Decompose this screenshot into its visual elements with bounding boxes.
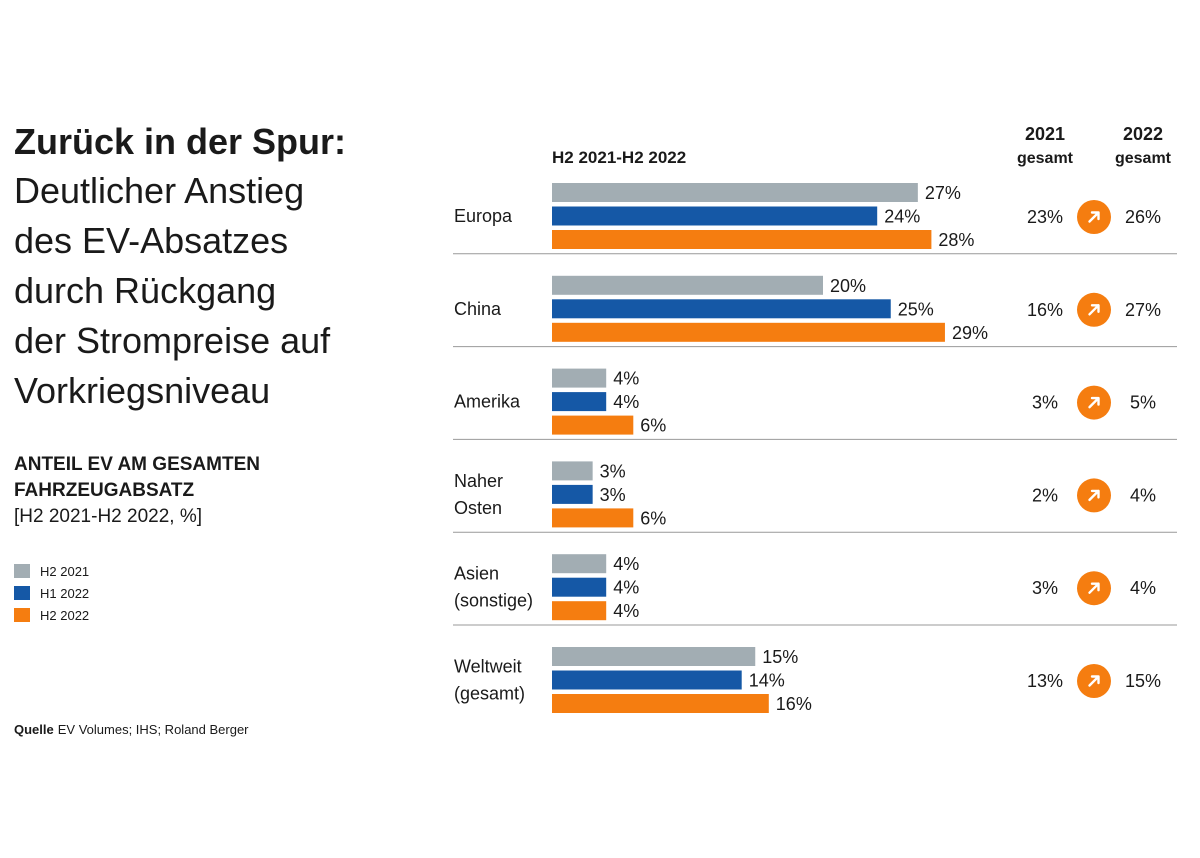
value-label-china-h1-2022: 25% (898, 299, 934, 319)
total-2021-china: 16% (1027, 300, 1063, 320)
value-label-amerika-h1-2022: 4% (613, 392, 639, 412)
value-label-asien-sonstige-h2-2022: 4% (613, 601, 639, 621)
legend-swatch-h1-2022 (14, 586, 30, 600)
header-2021-label: gesamt (1017, 150, 1074, 167)
bar-weltweit-gesamt-h2-2022 (552, 694, 769, 713)
arrow-up-right-icon-amerika (1088, 396, 1100, 409)
value-label-asien-sonstige-h2-2021: 4% (613, 554, 639, 574)
category-label-europa: Europa (454, 206, 513, 226)
value-label-china-h2-2021: 20% (830, 276, 866, 296)
value-label-naher-osten-h1-2022: 3% (600, 485, 626, 505)
bar-amerika-h2-2022 (552, 415, 634, 435)
legend-label-h2-2021: H2 2021 (40, 563, 90, 579)
total-2021-weltweit-gesamt: 13% (1027, 671, 1063, 691)
total-2021-europa: 23% (1027, 207, 1063, 227)
arrow-up-right-icon-naher-osten (1088, 489, 1100, 502)
total-2022-weltweit-gesamt: 15% (1125, 671, 1161, 691)
category-label-china: China (454, 299, 502, 319)
legend-label-h1-2022: H1 2022 (40, 585, 90, 601)
legend-item-h2-2021: H2 2021 (14, 560, 89, 582)
bar-china-h2-2022 (552, 322, 945, 342)
value-label-europa-h2-2022: 28% (938, 230, 974, 250)
arrow-up-right-icon-china (1088, 304, 1100, 316)
total-2022-amerika: 5% (1130, 393, 1156, 413)
total-2022-europa: 26% (1125, 207, 1161, 227)
value-label-naher-osten-h2-2022: 6% (640, 508, 666, 528)
value-label-weltweit-gesamt-h1-2022: 14% (749, 671, 785, 691)
source-note: Quelle EV Volumes; IHS; Roland Berger (14, 722, 249, 737)
value-label-china-h2-2022: 29% (952, 323, 988, 343)
subtitle: ANTEIL EV AM GESAMTEN FAHRZEUGABSATZ [H2… (14, 452, 414, 530)
title-block: Zurück in der Spur: Deutlicher Anstieg d… (14, 118, 414, 416)
category-label-weltweit-gesamt-2: (gesamt) (454, 684, 525, 704)
subtitle-line-2: FAHRZEUGABSATZ (14, 480, 195, 501)
value-label-weltweit-gesamt-h2-2022: 16% (776, 694, 812, 714)
arrow-up-right-icon-asien-sonstige (1088, 582, 1100, 594)
value-label-naher-osten-h2-2021: 3% (600, 461, 626, 481)
value-label-asien-sonstige-h1-2022: 4% (613, 578, 639, 598)
bar-china-h2-2021 (552, 275, 823, 295)
category-label-asien-sonstige-2: (sonstige) (454, 591, 533, 611)
bar-europa-h1-2022 (552, 206, 878, 226)
header-2021-year: 2021 (1025, 124, 1065, 144)
bar-weltweit-gesamt-h2-2021 (552, 647, 756, 666)
headline: Zurück in der Spur: (14, 121, 347, 162)
total-2021-amerika: 3% (1032, 393, 1058, 413)
total-2022-china: 27% (1125, 300, 1161, 320)
subtitle-line-1: ANTEIL EV AM GESAMTEN (14, 454, 260, 475)
bar-asien-sonstige-h2-2021 (552, 554, 607, 574)
category-label-naher-osten-1: Naher (454, 471, 503, 491)
headline-line-5: Vorkriegsniveau (14, 370, 271, 411)
category-label-amerika: Amerika (454, 392, 521, 412)
headline-line-2: des EV-Absatzes (14, 220, 289, 261)
value-label-amerika-h2-2021: 4% (613, 369, 639, 389)
value-label-weltweit-gesamt-h2-2021: 15% (762, 647, 798, 667)
bar-naher-osten-h2-2022 (552, 508, 634, 528)
total-2021-naher-osten: 2% (1032, 485, 1058, 505)
arrow-up-right-icon-europa (1088, 211, 1100, 223)
category-label-asien-sonstige-1: Asien (454, 564, 499, 584)
bar-asien-sonstige-h2-2022 (552, 601, 607, 621)
source-text: EV Volumes; IHS; Roland Berger (57, 722, 249, 737)
bar-europa-h2-2022 (552, 230, 932, 249)
legend-item-h2-2022: H2 2022 (14, 604, 89, 626)
legend: H2 2021 H1 2022 H2 2022 (14, 560, 89, 626)
total-2022-naher-osten: 4% (1130, 485, 1156, 505)
total-2021-asien-sonstige: 3% (1032, 578, 1058, 598)
source-label: Quelle (14, 722, 54, 737)
legend-item-h1-2022: H1 2022 (14, 582, 89, 604)
total-2022-asien-sonstige: 4% (1130, 578, 1156, 598)
headline-line-4: der Strompreise auf (14, 320, 331, 361)
bar-europa-h2-2021 (552, 183, 918, 202)
header-2022-label: gesamt (1115, 150, 1172, 167)
headline-line-1: Deutlicher Anstieg (14, 170, 305, 211)
bar-amerika-h1-2022 (552, 392, 607, 412)
chart-title: H2 2021-H2 2022 (552, 148, 686, 167)
value-label-europa-h2-2021: 27% (925, 183, 961, 203)
bar-asien-sonstige-h1-2022 (552, 577, 607, 597)
headline-line-3: durch Rückgang (14, 270, 277, 311)
legend-swatch-h2-2021 (14, 564, 30, 578)
header-2022-year: 2022 (1123, 124, 1163, 144)
bar-naher-osten-h2-2021 (552, 461, 593, 481)
bar-naher-osten-h1-2022 (552, 484, 593, 504)
category-label-naher-osten-2: Osten (454, 498, 502, 518)
value-label-amerika-h2-2022: 6% (640, 416, 666, 436)
bar-amerika-h2-2021 (552, 368, 607, 388)
bar-china-h1-2022 (552, 299, 891, 319)
category-label-weltweit-gesamt-1: Weltweit (454, 657, 522, 677)
legend-label-h2-2022: H2 2022 (40, 607, 90, 623)
arrow-up-right-icon-weltweit-gesamt (1088, 675, 1100, 687)
bar-weltweit-gesamt-h1-2022 (552, 670, 742, 690)
subtitle-unit: [H2 2021-H2 2022, %] (14, 506, 203, 527)
legend-swatch-h2-2022 (14, 608, 30, 622)
value-label-europa-h1-2022: 24% (884, 207, 920, 227)
